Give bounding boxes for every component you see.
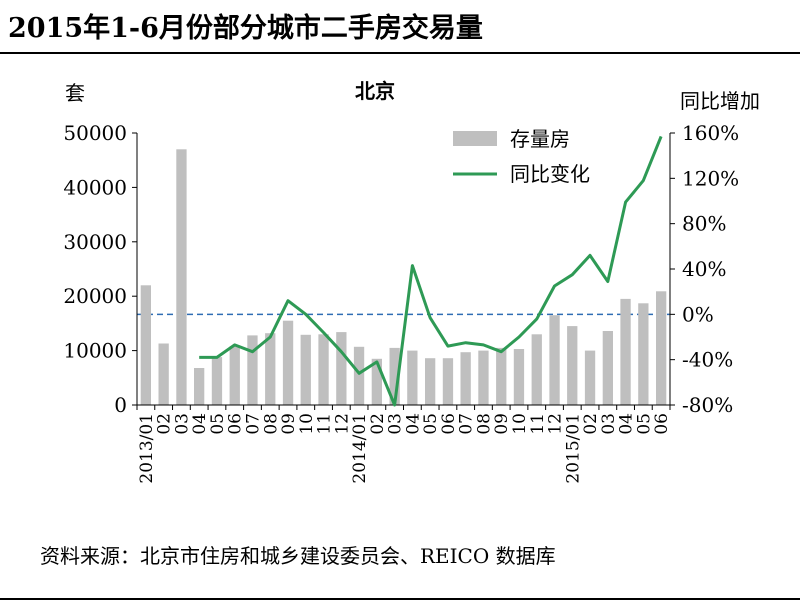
x-tick-label: 05 bbox=[634, 413, 654, 435]
page-heading: 2015年1-6月份部分城市二手房交易量 bbox=[8, 13, 483, 44]
legend-label-bar: 存量房 bbox=[510, 127, 570, 151]
x-tick-label: 2013/01 bbox=[137, 413, 157, 484]
bar bbox=[602, 331, 613, 405]
legend-label-line: 同比变化 bbox=[510, 162, 590, 186]
x-tick-label: 11 bbox=[315, 413, 335, 435]
x-tick-label: 12 bbox=[546, 413, 566, 435]
legend-swatch-bar bbox=[453, 131, 497, 146]
bar bbox=[496, 347, 507, 405]
x-tick-label: 2015/01 bbox=[563, 413, 583, 484]
x-tick-label: 04 bbox=[617, 413, 637, 435]
bar bbox=[211, 357, 223, 405]
right-tick-label: 120% bbox=[682, 166, 739, 190]
chart-title: 北京 bbox=[355, 79, 395, 103]
x-tick-label: 10 bbox=[510, 413, 530, 435]
bar bbox=[140, 285, 151, 405]
x-tick-label: 02 bbox=[155, 413, 175, 435]
right-tick-label: 160% bbox=[682, 121, 739, 145]
left-tick-label: 10000 bbox=[63, 339, 127, 363]
x-tick-label: 03 bbox=[386, 413, 406, 435]
x-tick-label: 06 bbox=[226, 413, 246, 435]
x-tick-label: 08 bbox=[474, 413, 494, 435]
top-rule bbox=[0, 52, 800, 54]
x-tick-label: 07 bbox=[457, 413, 477, 435]
x-tick-label: 12 bbox=[332, 413, 352, 435]
left-axis-unit: 套 bbox=[65, 81, 85, 105]
bar bbox=[318, 334, 329, 405]
bar bbox=[531, 334, 542, 405]
right-tick-label: -40% bbox=[682, 348, 733, 372]
bar bbox=[584, 350, 596, 405]
bar bbox=[265, 333, 276, 405]
bar bbox=[282, 320, 294, 405]
x-tick-label: 06 bbox=[439, 413, 459, 435]
bar bbox=[638, 303, 649, 405]
bar bbox=[247, 335, 258, 405]
left-tick-label: 30000 bbox=[63, 230, 127, 254]
left-tick-label: 0 bbox=[114, 393, 127, 417]
x-tick-label: 06 bbox=[652, 413, 672, 435]
left-tick-label: 40000 bbox=[63, 175, 127, 199]
x-tick-label: 10 bbox=[297, 413, 317, 435]
bar bbox=[513, 349, 525, 405]
right-axis-unit: 同比增加 bbox=[680, 89, 760, 113]
bar bbox=[460, 352, 471, 405]
right-tick-label: 0% bbox=[682, 302, 714, 326]
bar bbox=[158, 343, 169, 405]
x-tick-label: 07 bbox=[244, 413, 264, 435]
bar bbox=[300, 334, 311, 405]
bar bbox=[336, 332, 347, 405]
left-tick-label: 20000 bbox=[63, 284, 127, 308]
x-tick-label: 11 bbox=[528, 413, 548, 435]
bar bbox=[194, 368, 205, 405]
x-tick-label: 09 bbox=[492, 413, 512, 435]
bar bbox=[389, 347, 400, 405]
bar bbox=[478, 350, 489, 405]
right-tick-label: 80% bbox=[682, 212, 726, 236]
right-tick-label: 40% bbox=[682, 257, 726, 281]
bar bbox=[425, 358, 436, 405]
left-tick-label: 50000 bbox=[63, 121, 127, 145]
bar bbox=[176, 149, 187, 405]
x-tick-label: 04 bbox=[403, 413, 423, 435]
bar bbox=[353, 346, 365, 405]
bar bbox=[567, 326, 578, 405]
bar bbox=[371, 358, 382, 405]
x-tick-label: 02 bbox=[581, 413, 601, 435]
bar bbox=[656, 291, 667, 405]
x-tick-label: 08 bbox=[261, 413, 281, 435]
bar bbox=[407, 350, 418, 405]
bar bbox=[442, 358, 454, 405]
right-tick-label: -80% bbox=[682, 393, 733, 417]
bar bbox=[229, 346, 240, 405]
x-tick-label: 04 bbox=[190, 413, 210, 435]
x-tick-label: 2014/01 bbox=[350, 413, 370, 484]
x-tick-label: 09 bbox=[279, 413, 299, 435]
bar bbox=[620, 298, 631, 405]
yoy-change-line bbox=[199, 135, 663, 407]
bar bbox=[549, 315, 560, 405]
x-tick-label: 05 bbox=[208, 413, 228, 435]
bottom-rule bbox=[0, 598, 800, 600]
x-tick-label: 03 bbox=[172, 413, 192, 435]
x-tick-label: 05 bbox=[421, 413, 441, 435]
x-tick-label: 02 bbox=[368, 413, 388, 435]
x-tick-label: 03 bbox=[599, 413, 619, 435]
source-note: 资料来源：北京市住房和城乡建设委员会、REICO 数据库 bbox=[40, 544, 556, 568]
